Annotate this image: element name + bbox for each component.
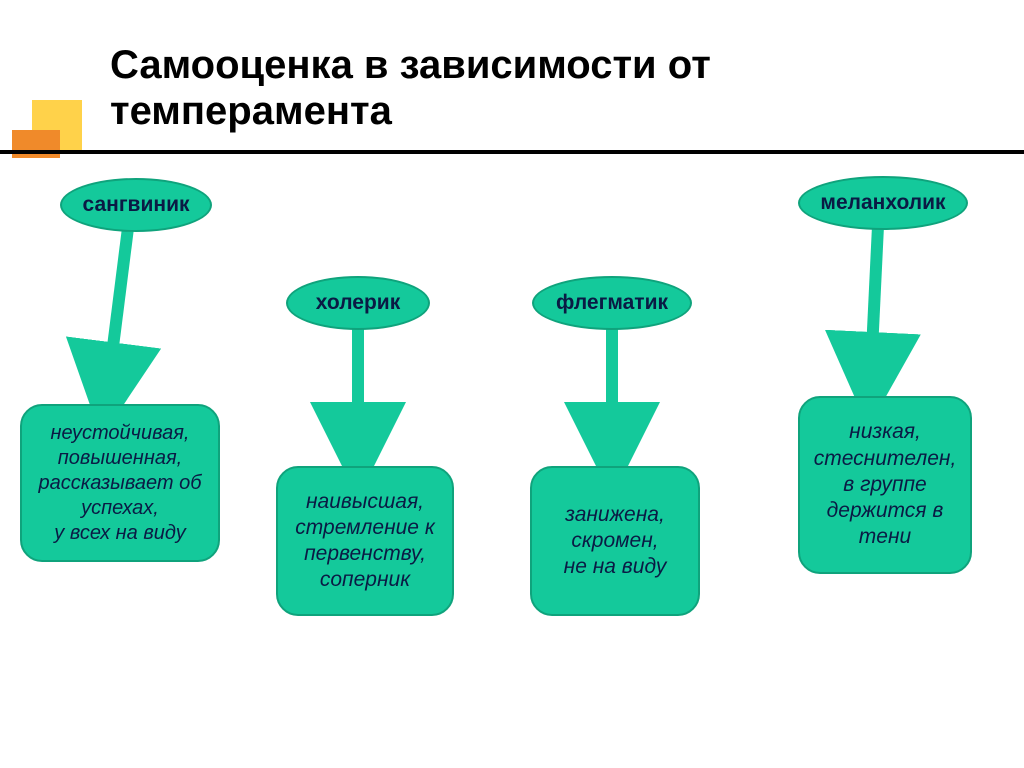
desc-choleric: наивысшая, стремление к первенству, сопе… xyxy=(276,466,454,616)
desc-sanguine: неустойчивая, повышенная, рассказывает о… xyxy=(20,404,220,562)
node-label: флегматик xyxy=(556,291,668,315)
node-melancholic: меланхолик xyxy=(798,176,968,230)
slide-canvas: Самооценка в зависимости от темперамента… xyxy=(0,0,1024,768)
node-label: меланхолик xyxy=(820,191,945,215)
node-choleric: холерик xyxy=(286,276,430,330)
node-label: холерик xyxy=(316,291,400,315)
node-phlegmatic: флегматик xyxy=(532,276,692,330)
node-sanguine: сангвиник xyxy=(60,178,212,232)
node-label: сангвиник xyxy=(83,193,190,217)
arrows-layer xyxy=(0,0,1024,768)
desc-melancholic: низкая, стеснителен, в группе держится в… xyxy=(798,396,972,574)
desc-phlegmatic: занижена, скромен, не на виду xyxy=(530,466,700,616)
